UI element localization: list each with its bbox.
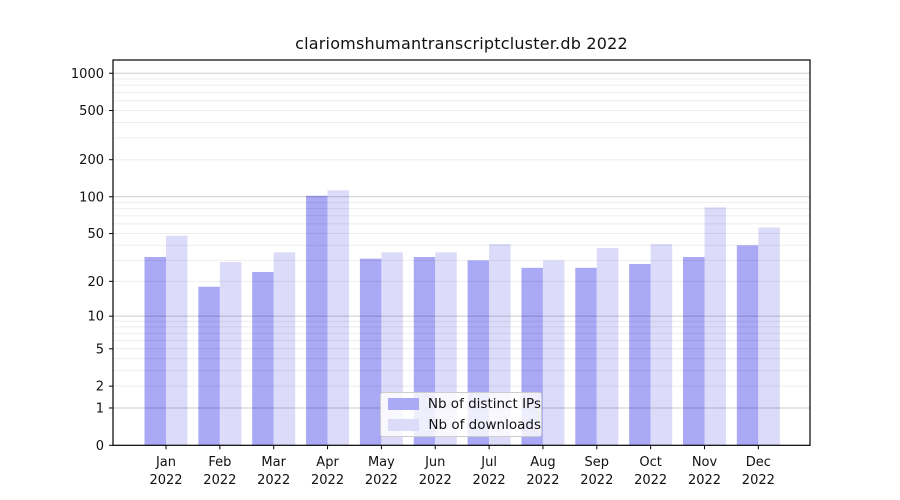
x-tick-label-year-feb: 2022	[203, 473, 236, 488]
plot-border	[112, 59, 811, 446]
x-tick-label-jun: Jun	[424, 455, 445, 470]
y-tick-label-1: 1	[96, 401, 104, 416]
x-tick-label-year-may: 2022	[365, 473, 398, 488]
legend: Nb of distinct IPs Nb of downloads	[380, 392, 542, 437]
x-tick-label-year-aug: 2022	[526, 473, 559, 488]
y-tick-label-200: 200	[79, 153, 104, 168]
x-tick-label-year-jul: 2022	[473, 473, 506, 488]
x-tick-label-jan: Jan	[155, 455, 176, 470]
x-tick-label-aug: Aug	[530, 455, 555, 470]
x-tick-label-nov: Nov	[692, 455, 718, 470]
bar-feb-downloads	[219, 262, 242, 446]
bar-apr-distinct-ips	[306, 195, 328, 446]
x-tick-label-sep: Sep	[585, 455, 610, 470]
chart-title: clariomshumantranscriptcluster.db 2022	[295, 34, 628, 53]
bar-nov-downloads	[704, 207, 726, 446]
x-tick-label-apr: Apr	[316, 455, 339, 470]
legend-entry-distinct-ips: Nb of distinct IPs	[388, 396, 541, 412]
bar-jan-distinct-ips	[144, 257, 166, 446]
x-tick-label-mar: Mar	[261, 455, 286, 470]
legend-swatch-downloads	[388, 419, 420, 431]
x-tick-label-feb: Feb	[208, 455, 231, 470]
bar-mar-distinct-ips	[252, 271, 274, 446]
x-tick-label-year-mar: 2022	[257, 473, 290, 488]
x-tick-label-year-oct: 2022	[634, 473, 667, 488]
y-tick-label-500: 500	[79, 104, 104, 119]
x-tick-label-may: May	[368, 455, 395, 470]
x-tick-label-year-sep: 2022	[580, 473, 613, 488]
bar-apr-downloads	[327, 190, 350, 446]
x-tick-label-year-nov: 2022	[688, 473, 721, 488]
bar-oct-downloads	[650, 244, 673, 446]
legend-swatch-distinct-ips	[388, 398, 419, 410]
x-tick-label-year-dec: 2022	[742, 473, 775, 488]
legend-label-downloads: Nb of downloads	[428, 417, 541, 433]
y-tick-label-0: 0	[96, 439, 104, 454]
x-tick-label-oct: Oct	[639, 455, 661, 470]
bar-may-distinct-ips	[359, 258, 382, 446]
y-tick-label-10: 10	[87, 310, 104, 325]
y-tick-label-20: 20	[87, 275, 104, 290]
y-tick-label-50: 50	[87, 227, 104, 242]
y-tick-label-1000: 1000	[71, 67, 104, 82]
y-tick-label-5: 5	[96, 342, 104, 357]
legend-entry-downloads: Nb of downloads	[388, 417, 541, 433]
y-tick-label-2: 2	[96, 380, 104, 395]
bar-sep-downloads	[596, 248, 619, 446]
bar-feb-distinct-ips	[198, 286, 220, 446]
bar-oct-distinct-ips	[629, 263, 651, 446]
x-tick-label-year-jun: 2022	[419, 473, 452, 488]
bar-mar-downloads	[273, 252, 296, 446]
bar-dec-distinct-ips	[736, 245, 759, 446]
x-tick-label-jul: Jul	[480, 455, 497, 470]
y-tick-label-100: 100	[79, 190, 104, 205]
bar-sep-distinct-ips	[575, 267, 597, 446]
x-tick-label-dec: Dec	[746, 455, 771, 470]
bar-dec-downloads	[758, 227, 780, 446]
bar-aug-downloads	[542, 260, 565, 446]
bar-nov-distinct-ips	[683, 257, 705, 446]
x-tick-label-year-apr: 2022	[311, 473, 344, 488]
bar-jan-downloads	[166, 235, 188, 446]
x-tick-label-year-jan: 2022	[149, 473, 182, 488]
legend-label-distinct-ips: Nb of distinct IPs	[427, 396, 541, 412]
